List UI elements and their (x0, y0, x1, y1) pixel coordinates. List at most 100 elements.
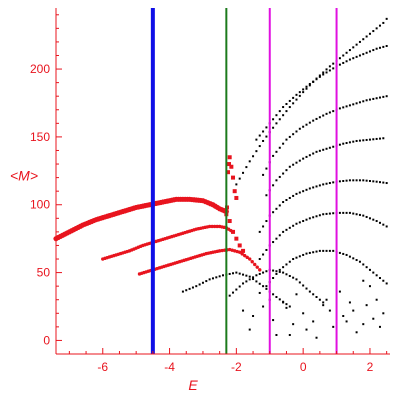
black-point (298, 127, 301, 130)
black-point (305, 328, 308, 331)
black-point (385, 225, 388, 228)
black-point (248, 160, 251, 163)
black-point (338, 251, 341, 254)
red-point (227, 219, 232, 224)
black-point (338, 290, 341, 293)
black-point (378, 46, 381, 49)
black-point (288, 196, 291, 199)
black-point (355, 213, 358, 216)
black-point (365, 179, 368, 182)
black-point (358, 179, 361, 182)
black-point (355, 179, 358, 182)
black-point (352, 212, 355, 215)
black-point (298, 255, 301, 258)
black-point (358, 213, 361, 216)
black-point (285, 138, 288, 141)
x-tick-label: 2 (367, 360, 374, 374)
x-tick-label: 0 (300, 360, 307, 374)
black-point (382, 312, 385, 315)
black-point (282, 266, 285, 269)
red-point (248, 257, 252, 261)
black-point (325, 249, 328, 252)
black-point (295, 93, 298, 96)
black-point (252, 278, 255, 281)
black-point (362, 279, 365, 282)
black-point (318, 184, 321, 187)
black-point (282, 142, 285, 145)
black-point (368, 50, 371, 53)
black-point (365, 304, 368, 307)
black-point (365, 99, 368, 102)
black-point (305, 155, 308, 158)
black-point (275, 272, 278, 275)
black-point (265, 135, 268, 138)
black-point (198, 283, 201, 286)
black-point (278, 268, 281, 271)
series-layer (53, 17, 388, 339)
black-point (352, 46, 355, 49)
red-point (253, 262, 257, 267)
black-point (292, 133, 295, 136)
red-point (207, 224, 212, 229)
black-point (295, 161, 298, 164)
black-point (295, 192, 298, 195)
black-point (288, 135, 291, 138)
black-point (258, 282, 261, 285)
black-point (312, 320, 315, 323)
black-point (302, 284, 305, 287)
black-point (248, 275, 251, 278)
black-point (382, 279, 385, 282)
black-point (382, 137, 385, 140)
black-point (378, 181, 381, 184)
black-point (325, 68, 328, 71)
black-curve-3 (258, 211, 388, 261)
black-point (238, 272, 241, 275)
black-point (322, 213, 325, 216)
black-point (382, 45, 385, 48)
black-point (282, 114, 285, 117)
black-point (235, 288, 238, 291)
black-point (368, 98, 371, 101)
black-point (372, 218, 375, 221)
black-point (345, 60, 348, 63)
y-tick-label: 150 (30, 130, 50, 144)
black-point (228, 294, 231, 297)
black-point (255, 150, 258, 153)
black-point (262, 225, 265, 228)
vertical-lines (150, 8, 338, 354)
black-point (338, 57, 341, 60)
red-point (234, 236, 239, 241)
black-point (282, 172, 285, 175)
black-point (258, 291, 261, 294)
black-point (285, 263, 288, 266)
black-point (325, 71, 328, 74)
black-point (288, 226, 291, 229)
black-point (355, 55, 358, 58)
black-point (315, 185, 318, 188)
black-point (352, 57, 355, 60)
black-point (285, 198, 288, 201)
x-tick-label: -6 (97, 360, 108, 374)
black-point (235, 271, 238, 274)
black-point (242, 273, 245, 276)
black-point (382, 181, 385, 184)
black-point (375, 97, 378, 100)
black-point (318, 74, 321, 77)
x-tick-label: -4 (164, 360, 175, 374)
black-point (375, 274, 378, 277)
black-point (345, 320, 348, 323)
black-point (298, 281, 301, 284)
red-point (243, 253, 247, 258)
black-point (215, 276, 218, 279)
black-point (282, 301, 285, 304)
black-point (282, 230, 285, 233)
black-point (185, 289, 188, 292)
red-point (234, 195, 239, 200)
black-point (332, 110, 335, 113)
black-point (328, 249, 331, 252)
black-point (302, 253, 305, 256)
black-point (305, 287, 308, 290)
black-point (302, 157, 305, 160)
red-point (237, 243, 242, 248)
red-point (227, 162, 232, 167)
